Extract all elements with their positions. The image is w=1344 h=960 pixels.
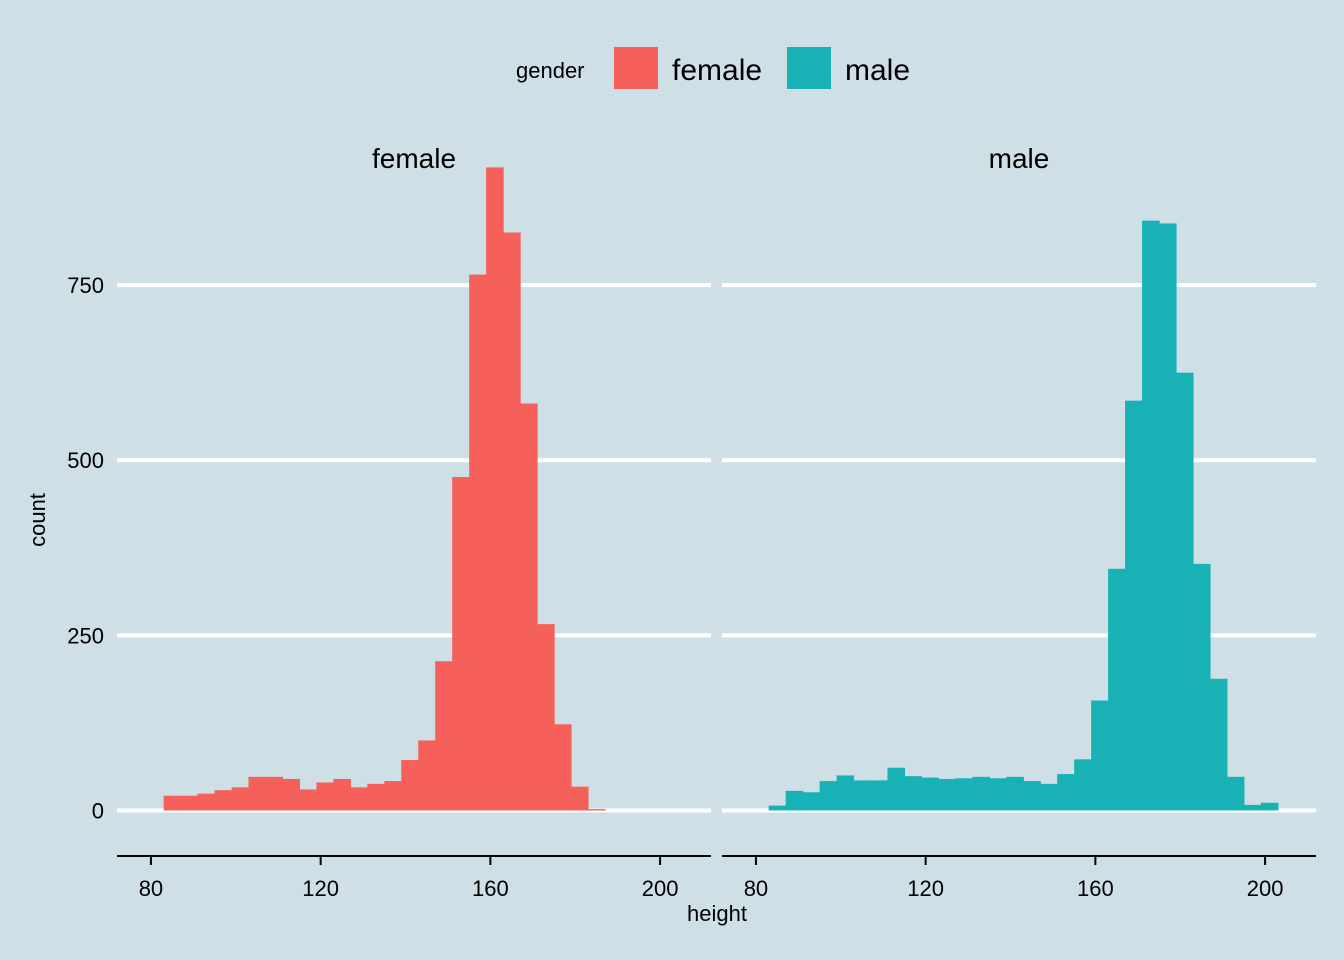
bar-female-6 [265, 776, 284, 811]
bar-male-15 [1023, 781, 1041, 811]
bar-male-27 [1226, 776, 1245, 811]
bar-female-22 [537, 624, 555, 811]
bar-male-13 [989, 778, 1007, 811]
x-tick-label-male-200: 200 [1247, 876, 1284, 901]
bar-male-4 [836, 775, 855, 811]
legend-swatch-male [787, 47, 831, 89]
bar-female-13 [384, 781, 402, 811]
bar-male-29 [1260, 802, 1279, 811]
bar-male-3 [819, 781, 838, 811]
legend-swatch-female [614, 47, 658, 89]
bar-male-28 [1243, 804, 1262, 811]
bar-female-5 [248, 776, 267, 811]
bar-male-5 [853, 780, 872, 811]
bar-female-16 [435, 661, 453, 811]
y-tick-label-0: 0 [92, 798, 104, 823]
x-axis-title: height [687, 901, 747, 926]
bar-male-2 [802, 792, 821, 811]
bar-male-17 [1057, 774, 1075, 811]
bar-female-7 [282, 778, 301, 811]
legend: gender female male [516, 47, 910, 89]
bar-female-17 [452, 477, 470, 811]
bar-male-18 [1074, 759, 1092, 811]
bar-female-19 [486, 167, 504, 811]
bar-female-24 [570, 786, 589, 811]
bar-male-0 [768, 805, 787, 811]
bar-male-14 [1006, 776, 1024, 811]
bar-female-0 [163, 795, 182, 811]
legend-label-male: male [845, 54, 910, 87]
histogram-bars [163, 167, 1279, 811]
axes: 80 120 160 200 80 120 160 200 0 250 500 750 [67, 273, 1316, 901]
x-tick-label-male-120: 120 [907, 876, 944, 901]
x-tick-label-male-80: 80 [744, 876, 768, 901]
bar-male-16 [1040, 783, 1058, 811]
x-tick-label-female-200: 200 [642, 876, 679, 901]
bar-male-24 [1175, 372, 1194, 811]
legend-title: gender [516, 58, 585, 83]
bar-male-21 [1125, 400, 1143, 811]
bar-male-9 [921, 777, 939, 811]
bar-female-23 [554, 724, 572, 811]
x-tick-label-female-120: 120 [302, 876, 339, 901]
bar-female-15 [418, 740, 436, 811]
bar-female-21 [520, 403, 538, 811]
bar-female-8 [299, 789, 318, 811]
bar-female-2 [197, 793, 216, 811]
bar-female-3 [214, 790, 233, 811]
facet-title-female: female [372, 143, 456, 174]
bar-male-25 [1192, 563, 1211, 811]
bar-male-22 [1142, 220, 1160, 811]
y-tick-label-500: 500 [67, 448, 104, 473]
bar-female-1 [180, 795, 199, 811]
y-tick-label-250: 250 [67, 623, 104, 648]
bar-male-26 [1209, 678, 1228, 811]
bar-female-20 [503, 232, 521, 811]
bar-male-10 [938, 778, 956, 811]
bar-male-19 [1091, 700, 1109, 811]
bar-female-10 [333, 778, 351, 811]
bar-male-7 [887, 767, 906, 811]
bar-female-4 [231, 787, 250, 811]
bar-male-8 [904, 776, 923, 811]
x-tick-label-female-80: 80 [139, 876, 163, 901]
bar-male-11 [955, 778, 973, 811]
bar-male-23 [1159, 223, 1177, 811]
bar-female-9 [316, 782, 334, 811]
bar-female-25 [587, 809, 606, 811]
x-tick-label-male-160: 160 [1077, 876, 1114, 901]
bar-female-18 [469, 274, 487, 811]
bar-male-6 [870, 780, 889, 811]
bar-female-14 [401, 760, 419, 811]
bar-male-20 [1108, 568, 1126, 811]
bar-female-11 [350, 787, 368, 811]
bar-male-1 [785, 790, 804, 811]
facet-title-male: male [989, 143, 1050, 174]
legend-label-female: female [672, 54, 762, 87]
y-tick-label-750: 750 [67, 273, 104, 298]
y-axis-title: count [25, 493, 50, 547]
bar-male-12 [972, 776, 990, 811]
x-tick-label-female-160: 160 [472, 876, 509, 901]
bar-female-12 [367, 783, 385, 811]
